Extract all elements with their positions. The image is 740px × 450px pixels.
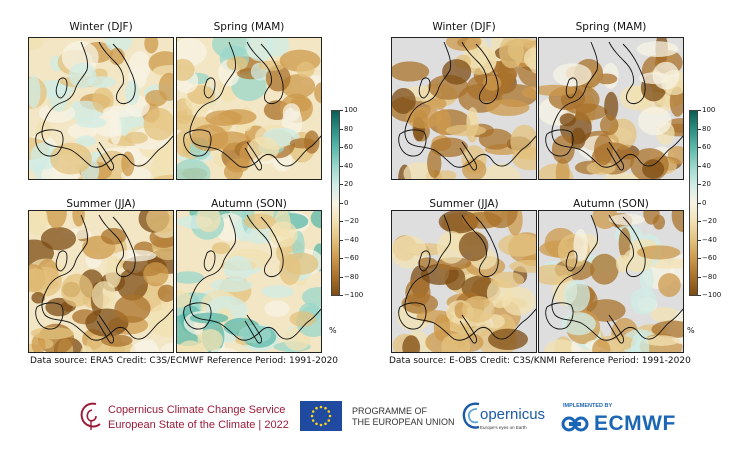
colorbar-tick-label: −80 [344,272,359,281]
colorbar-tick-label: 0 [702,198,707,207]
colorbar-tick-mark [698,165,701,167]
colorbar-tick-label: −20 [344,217,359,225]
map-winter-eobs [391,37,537,180]
colorbar-tick-label: 100 [344,106,358,114]
colorbar-tick-mark [340,184,343,185]
map-winter-era5 [28,37,174,180]
map-title-spring: Spring (MAM) [213,21,285,33]
colorbar-tick-label: 20 [344,180,353,188]
map-title-summer: Summer (JJA) [429,198,499,210]
eu-line2: THE EUROPEAN UNION [352,417,455,427]
colorbar-tick-label: −20 [702,217,717,225]
map-autumn-era5 [176,210,322,353]
map-title-autumn: Autumn (SON) [211,198,287,210]
colorbar-tick-label: −40 [702,235,717,244]
map-title-autumn: Autumn (SON) [573,198,649,210]
copernicus-tagline: Europe's eyes on Earth [480,425,527,430]
c3s-line1: Copernicus Climate Change Service [108,404,286,416]
ecmwf-logo-icon [561,416,589,432]
colorbar-tick-mark [698,276,701,278]
map-spring-eobs [538,37,684,180]
colorbar-tick-mark [340,165,343,167]
c3s-logo-icon [80,402,101,430]
colorbar-tick-label: 0 [344,198,349,207]
colorbar-tick-label: −60 [344,254,359,262]
map-summer-eobs [391,210,537,353]
c3s-line2: European State of the Climate | 2022 [108,419,289,431]
map-spring-era5 [176,37,322,180]
colorbar-tick-label: 20 [702,180,711,188]
colorbar-tick-mark [698,221,701,222]
eu-flag-icon [300,401,342,431]
colorbar-tick-label: 60 [344,143,353,151]
ecmwf-wordmark: ECMWF [594,412,676,435]
colorbar-tick-label: −100 [702,291,722,299]
colorbar-tick-mark [698,258,701,259]
map-title-winter: Winter (DJF) [432,21,496,33]
copernicus-wordmark: opernicus [480,406,546,423]
map-title-spring: Spring (MAM) [575,21,647,33]
colorbar-tick-mark [698,202,701,204]
colorbar-tick-mark [340,295,343,296]
colorbar-tick-mark [340,239,343,241]
colorbar-tick-mark [698,295,701,296]
colorbar-tick-label: 80 [344,124,353,133]
colorbar-unit: % [329,326,337,335]
colorbar-tick-mark [340,110,343,111]
colorbar-tick-mark [340,221,343,222]
colorbar-tick-mark [698,147,701,148]
colorbar-tick-mark [340,258,343,259]
eu-line1: PROGRAMME OF [352,406,428,416]
colorbar-tick-mark [340,276,343,278]
c3s-wordmark: Copernicus Climate Change Service Europe… [108,403,289,433]
map-title-winter: Winter (DJF) [69,21,133,33]
eu-programme-text: PROGRAMME OF THE EUROPEAN UNION [352,406,455,428]
colorbar-tick-label: −80 [702,272,717,281]
caption-era5: Data source: ERA5 Credit: C3S/ECMWF Refe… [30,356,339,366]
colorbar-tick-label: 40 [344,161,353,170]
colorbar-tick-mark [340,202,343,204]
colorbar-tick-label: 100 [702,106,716,114]
colorbar-tick-label: 60 [702,143,711,151]
colorbar-tick-mark [698,128,701,130]
copernicus-logo-icon [462,402,480,429]
colorbar-tick-mark [698,239,701,241]
colorbar-tick-mark [340,147,343,148]
colorbar-unit: % [687,326,695,335]
colorbar-eobs [689,110,698,296]
colorbar-tick-label: −60 [702,254,717,262]
map-autumn-eobs [538,210,684,353]
colorbar-tick-label: 80 [702,124,711,133]
map-summer-era5 [28,210,174,353]
implemented-by-label: IMPLEMENTED BY [563,403,613,409]
colorbar-tick-mark [698,110,701,111]
colorbar-tick-label: −40 [344,235,359,244]
colorbar-tick-label: −100 [344,291,364,299]
caption-eobs: Data source: E-OBS Credit: C3S/KNMI Refe… [389,356,691,366]
colorbar-tick-label: 40 [702,161,711,170]
colorbar-tick-mark [698,184,701,185]
colorbar-tick-mark [340,128,343,130]
colorbar-era5 [331,110,340,296]
map-title-summer: Summer (JJA) [66,198,136,210]
